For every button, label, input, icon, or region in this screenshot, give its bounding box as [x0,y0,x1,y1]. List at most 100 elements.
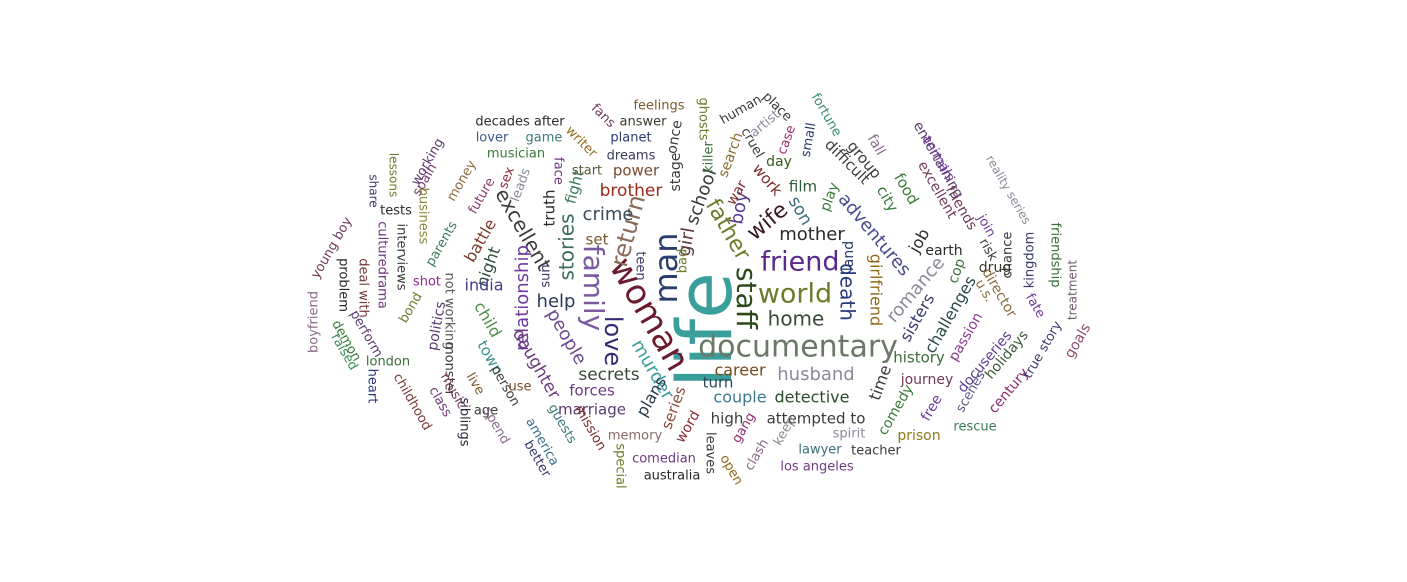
word: man [647,232,685,303]
word: los angeles [780,460,854,475]
word: business [416,188,431,245]
word: face [551,157,566,185]
word: documentary [698,330,898,365]
word: drug [979,260,1011,276]
word: comedian [632,452,696,467]
word: family [577,245,610,331]
word: staff [730,267,763,330]
word: share [367,174,381,207]
word: london [366,355,410,370]
word: home [768,307,825,331]
word: once [664,119,686,155]
word: bond [396,290,425,326]
word: prison [897,428,940,444]
word: rescue [953,420,996,435]
word: husband [777,364,854,385]
word: australia [644,469,701,484]
word: secrets [578,365,639,385]
word: open [716,452,745,488]
word: writer [562,123,600,161]
word: culturedrama [375,221,390,309]
word: teen [633,251,648,280]
word: case [775,123,799,156]
word: not working [442,273,457,350]
word: free [918,392,946,424]
word: heart [365,369,380,404]
word: search [716,130,747,179]
word: power [613,162,660,180]
word: mother [779,224,845,245]
word: child [470,298,505,340]
word: goals [1062,321,1094,361]
word: feelings [633,99,684,114]
word: teacher [851,444,901,459]
word: friend [761,247,840,278]
word: siblings [457,397,472,446]
word: crime [583,204,634,225]
word: monster [442,342,457,397]
word: detective [775,388,850,407]
word: boyfriend [307,291,322,353]
word: scenes [953,369,989,416]
word: time [865,362,895,402]
word: girlfriend [867,254,886,326]
word: bad [676,249,691,273]
word: shot [413,275,441,290]
word: land [841,241,857,271]
word: truth [541,190,559,227]
word: journey [900,372,954,388]
word: love [599,316,627,366]
word: stories [555,213,579,280]
word: deal with [356,258,371,318]
word: memory [608,429,663,444]
word: interviews [394,224,409,291]
word: history [893,349,945,367]
word: friendship [1048,223,1063,288]
word: lover [476,131,509,146]
word: relationship [512,245,533,351]
word: game [526,131,563,146]
word: attempted to [767,410,866,428]
word: age [474,404,498,419]
word: india [465,276,504,295]
word: fate [1022,291,1048,321]
word: killer [702,140,717,172]
word: lessons [387,153,401,197]
word: leaves [703,432,718,474]
word: special [613,443,628,488]
word: true story [1021,318,1066,381]
word: death [836,263,860,321]
word: use [508,380,531,395]
word: lawyer [798,443,842,458]
word: set [586,231,609,249]
word: fans [588,101,618,131]
word: film [789,178,817,196]
word: spirit [833,427,866,442]
word: sex [496,165,518,191]
word: ghosts [696,97,711,140]
word: day [766,154,792,170]
word: help [537,291,576,312]
word: problem [336,258,351,312]
word: career [714,361,766,380]
word: decades after [475,115,565,130]
word: life [660,272,749,388]
word: small [799,122,820,159]
word: forces [569,382,615,400]
word: marriage [558,401,626,419]
word: girl [674,226,700,258]
word: dreams [607,149,656,164]
word: tests [380,204,412,219]
word: reality series [983,153,1034,227]
word: start [572,164,602,179]
word: earth [925,243,962,259]
word: musician [487,147,545,162]
word: stage [668,153,684,192]
word: turn [703,374,734,392]
word: clash [742,437,772,474]
word: sun [539,264,554,287]
word: brother [600,181,663,201]
word: high [711,410,744,428]
word: spend [480,405,513,447]
